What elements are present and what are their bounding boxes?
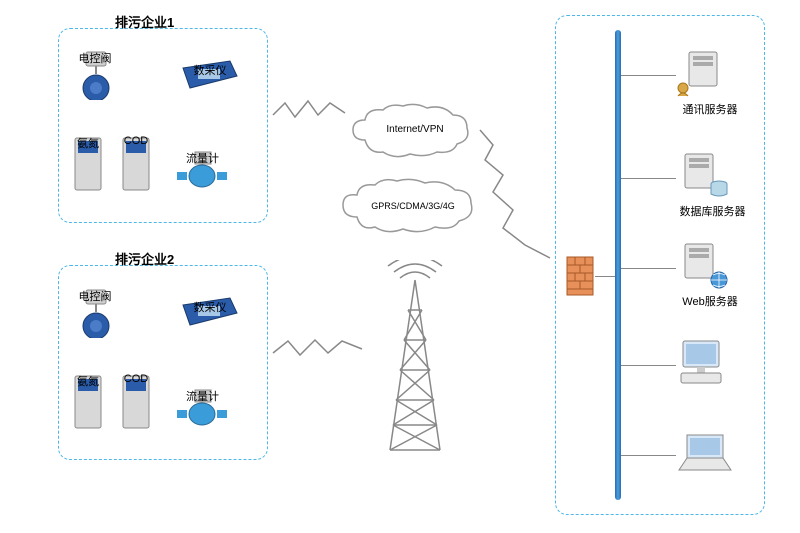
internet-cloud: Internet/VPN — [345, 100, 475, 168]
enterprise2-title: 排污企业2 — [115, 249, 174, 268]
flowmeter-label: 流量计 — [186, 150, 219, 166]
server-db-icon — [675, 150, 730, 200]
flowmeter-label-2: 流量计 — [186, 388, 219, 404]
collector-device: 数采仪 — [180, 58, 240, 96]
collector-label: 数采仪 — [194, 62, 227, 78]
wireless-link-2 — [270, 335, 370, 365]
wireless-link-3 — [475, 120, 560, 270]
db-server-label: 数据库服务器 — [675, 203, 750, 219]
server-bus — [615, 30, 621, 500]
valve-label: 电控阀 — [79, 50, 112, 66]
radio-tower-icon — [380, 260, 450, 460]
nh3-label: 氨氮 — [77, 135, 99, 151]
server-link-3 — [621, 365, 676, 366]
collector-device-2: 数采仪 — [180, 295, 240, 333]
collector-label-2: 数采仪 — [194, 299, 227, 315]
db-server: 数据库服务器 — [675, 150, 750, 219]
server-icon — [675, 48, 730, 98]
valve-device-2: 电控阀 — [72, 288, 118, 338]
mobile-cloud: GPRS/CDMA/3G/4G — [335, 175, 480, 243]
server-link-0 — [621, 75, 676, 76]
firewall-icon — [565, 255, 595, 300]
pc-icon — [675, 335, 730, 390]
nh3-label-2: 氨氮 — [77, 373, 99, 389]
server-link-4 — [621, 455, 676, 456]
comm-server: 通讯服务器 — [675, 48, 745, 117]
enterprise1-title: 排污企业1 — [115, 12, 174, 31]
mobile-label: GPRS/CDMA/3G/4G — [363, 201, 463, 211]
server-web-icon — [675, 240, 730, 290]
valve-label-2: 电控阀 — [79, 288, 112, 304]
nh3-device-2: 氨氮 — [72, 373, 104, 431]
cod-device: COD — [120, 135, 152, 193]
web-server-label: Web服务器 — [675, 293, 745, 309]
server-link-2 — [621, 268, 676, 269]
cod-label-2: COD — [124, 373, 148, 385]
valve-device: 电控阀 — [72, 50, 118, 100]
internet-label: Internet/VPN — [375, 124, 455, 135]
wireless-link-1 — [270, 95, 350, 125]
flowmeter-device: 流量计 — [175, 150, 230, 190]
laptop — [675, 430, 735, 478]
firewall-link — [595, 276, 615, 277]
desktop-pc — [675, 335, 730, 393]
network-topology-diagram: 排污企业1 电控阀 数采仪 氨氮 COD — [0, 0, 800, 533]
comm-server-label: 通讯服务器 — [675, 101, 745, 117]
cod-label: COD — [124, 135, 148, 147]
web-server: Web服务器 — [675, 240, 745, 309]
server-link-1 — [621, 178, 676, 179]
flowmeter-device-2: 流量计 — [175, 388, 230, 428]
cod-device-2: COD — [120, 373, 152, 431]
nh3-device: 氨氮 — [72, 135, 104, 193]
laptop-icon — [675, 430, 735, 475]
